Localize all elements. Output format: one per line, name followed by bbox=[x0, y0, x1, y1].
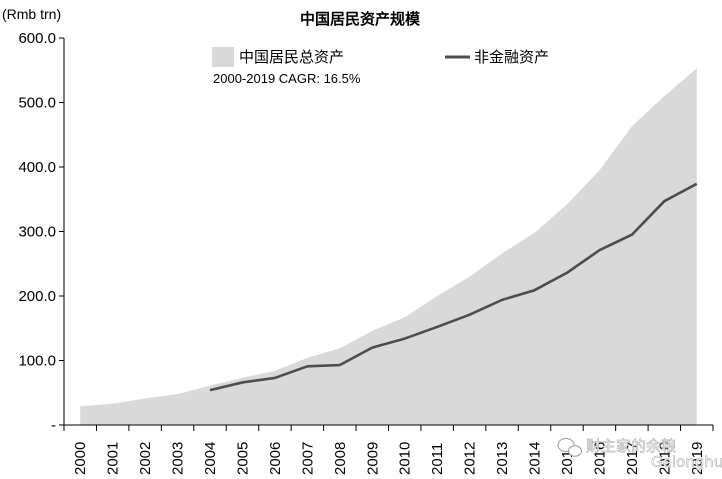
watermark: 财主家的余粮 Gelonghui bbox=[557, 437, 722, 471]
area-total-assets bbox=[80, 68, 697, 425]
y-tick-label: 500.0 bbox=[18, 95, 56, 112]
x-tick-label: 2002 bbox=[137, 442, 154, 475]
x-tick-label: 2007 bbox=[299, 442, 316, 475]
x-tick-label: 2019 bbox=[689, 442, 706, 475]
x-tick-label: 2003 bbox=[170, 442, 187, 475]
watermark-text: 财主家的余粮 bbox=[586, 437, 676, 455]
x-tick-label: 2008 bbox=[332, 442, 349, 475]
watermark-subtext: Gelonghui bbox=[651, 453, 722, 471]
x-tick-label: 2011 bbox=[429, 443, 446, 475]
x-tick-label: 2016 bbox=[591, 442, 608, 475]
y-axis-label: (Rmb trn) bbox=[2, 6, 61, 22]
x-tick-label: 2009 bbox=[364, 442, 381, 475]
chart-title: 中国居民资产规模 bbox=[300, 10, 421, 28]
y-tick-label: 400.0 bbox=[18, 159, 56, 176]
area-layer bbox=[80, 68, 697, 425]
x-tick-label: 2001 bbox=[105, 442, 122, 475]
x-tick-label: 2000 bbox=[72, 442, 89, 475]
legend: 中国居民总资产 非金融资产 bbox=[212, 47, 549, 67]
x-tick-label: 2010 bbox=[397, 442, 414, 475]
cagr-annotation: 2000-2019 CAGR: 16.5% bbox=[213, 71, 361, 86]
y-tick-label: 200.0 bbox=[18, 288, 56, 305]
y-tick-label: 300.0 bbox=[18, 224, 56, 241]
x-tick-label: 2018 bbox=[656, 442, 673, 475]
x-tick-label: 2006 bbox=[267, 442, 284, 475]
line-nonfinancial-assets bbox=[209, 182, 698, 392]
x-tick-label: 2013 bbox=[494, 442, 511, 475]
x-tick-label: 2005 bbox=[234, 442, 251, 475]
y-ticks: - 100.0 200.0 300.0 400.0 500.0 600.0 bbox=[18, 30, 64, 434]
y-tick-label: 100.0 bbox=[18, 353, 56, 370]
legend-label-total-assets: 中国居民总资产 bbox=[239, 48, 344, 66]
line-layer bbox=[209, 182, 698, 392]
x-tick-label: 2004 bbox=[202, 442, 219, 475]
x-tick-label: 2014 bbox=[527, 442, 544, 475]
y-tick-label: - bbox=[51, 417, 56, 434]
x-tick-label: 2017 bbox=[624, 442, 641, 475]
legend-swatch-total-assets bbox=[212, 47, 234, 67]
x-tick-label: 2012 bbox=[462, 442, 479, 475]
y-tick-label: 600.0 bbox=[18, 30, 56, 47]
wechat-icon bbox=[557, 438, 582, 457]
legend-label-nonfinancial: 非金融资产 bbox=[474, 48, 549, 66]
x-ticks: 2000 2001 2002 2003 2004 2005 2006 2007 2008 2009… bbox=[63, 425, 714, 475]
